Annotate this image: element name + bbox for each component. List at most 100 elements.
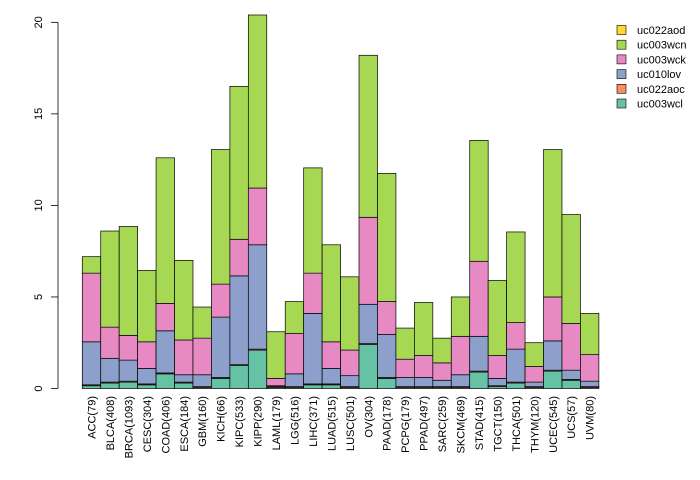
- bar-segment-uc003wcl-1: [100, 382, 120, 389]
- x-tick-label: THYM(120): [529, 396, 541, 453]
- bar-segment-uc003wck-2: [118, 335, 138, 361]
- bar-segment-uc003wck-26: [561, 323, 581, 371]
- bar-segment-uc003wcl-7: [211, 378, 231, 389]
- bar-segment-uc003wck-3: [137, 341, 157, 369]
- bar-segment-uc010lov-23: [506, 348, 526, 383]
- bar-segment-uc003wck-7: [211, 283, 231, 318]
- bar-segment-uc003wcl-15: [358, 344, 378, 389]
- x-tick-label: OV(304): [363, 396, 375, 438]
- y-tick-label: 10: [33, 199, 45, 211]
- bar-segment-uc003wcn-10: [266, 331, 286, 379]
- x-tick-label: PCPG(179): [400, 396, 412, 453]
- bar-segment-uc003wcl-12: [303, 384, 323, 389]
- bar-segment-uc003wcn-23: [506, 231, 526, 323]
- bar-segment-uc010lov-4: [155, 330, 175, 374]
- legend-swatch-uc003wck: [616, 54, 627, 65]
- bar-segment-uc003wck-9: [247, 187, 268, 246]
- bar-segment-uc003wcn-24: [524, 342, 544, 367]
- bar-segment-uc003wcn-8: [229, 86, 249, 240]
- bar-segment-uc010lov-11: [284, 373, 305, 388]
- bar-segment-uc003wcn-4: [155, 157, 175, 304]
- bar-segment-uc010lov-13: [321, 368, 341, 385]
- x-tick-label: GBM(160): [197, 396, 209, 447]
- bar-segment-uc003wcl-8: [229, 365, 249, 389]
- x-tick-label: LAML(179): [271, 396, 283, 450]
- bar-segment-uc010lov-16: [377, 334, 397, 378]
- bar-segment-uc003wck-11: [284, 333, 305, 375]
- bar-segment-uc003wcn-19: [432, 337, 452, 364]
- bar-segment-uc003wcn-7: [211, 149, 231, 285]
- bar-segment-uc003wcl-16: [377, 378, 397, 389]
- bar-segment-uc010lov-17: [395, 377, 415, 388]
- y-tick-label: 0: [33, 385, 45, 391]
- bar-segment-uc003wck-25: [543, 296, 563, 342]
- legend-label-uc003wcl: uc003wcl: [637, 99, 683, 111]
- x-tick-label: THCA(501): [511, 396, 523, 452]
- bar-segment-uc010lov-24: [524, 381, 544, 388]
- bar-segment-uc003wck-27: [580, 354, 600, 382]
- bar-segment-uc003wcl-9: [247, 349, 268, 389]
- bar-segment-uc003wck-19: [432, 362, 452, 381]
- x-tick-label: BLCA(408): [105, 396, 117, 450]
- x-tick-label: SARC(259): [437, 396, 449, 452]
- bar-segment-uc003wck-4: [155, 303, 175, 332]
- bar-segment-uc003wcl-3: [137, 384, 157, 389]
- y-tick-label: 5: [33, 294, 45, 300]
- bar-segment-uc003wcl-13: [321, 384, 341, 389]
- legend: uc022aod uc003wcn uc003wck uc010lov uc022aoc…: [616, 25, 687, 111]
- legend-swatch-uc010lov: [616, 69, 627, 79]
- x-tick-label: LUAD(515): [326, 396, 338, 451]
- x-tick-label: ACC(79): [87, 396, 99, 439]
- bar-segment-uc003wck-5: [174, 339, 194, 376]
- bar-segment-uc003wcl-23: [506, 382, 526, 389]
- legend-swatch-uc022aoc: [616, 84, 627, 94]
- bar-segment-uc003wcn-27: [580, 313, 600, 355]
- bar-segment-uc003wck-24: [524, 366, 544, 383]
- bar-segment-uc010lov-2: [118, 359, 138, 382]
- x-tick-label: STAD(415): [474, 396, 486, 450]
- bar-segment-uc010lov-22: [487, 378, 507, 387]
- bar-segment-uc003wck-20: [450, 335, 471, 376]
- bar-segment-uc003wck-13: [321, 341, 341, 369]
- bar-segment-uc003wcl-2: [118, 381, 138, 389]
- bar-segment-uc010lov-25: [543, 340, 563, 371]
- x-tick-label: COAD(406): [160, 396, 172, 453]
- bar-segment-uc010lov-27: [580, 380, 600, 388]
- bar-segment-uc003wck-12: [303, 272, 323, 314]
- x-tick-label: LIHC(371): [308, 396, 320, 447]
- x-tick-label: LGG(516): [289, 396, 301, 445]
- x-tick-label: PPAD(497): [419, 396, 431, 451]
- x-tick-label: LUSC(501): [345, 396, 357, 451]
- bar-segment-uc003wcl-26: [561, 379, 581, 389]
- bar-segment-uc010lov-6: [192, 374, 212, 388]
- bar-segment-uc003wcn-26: [561, 214, 581, 324]
- bar-segment-uc003wcn-17: [395, 327, 415, 360]
- bar-segment-uc003wcn-11: [284, 301, 305, 334]
- x-tick-label: PAAD(178): [382, 396, 394, 451]
- bar-segment-uc003wcn-9: [247, 14, 268, 189]
- bar-segment-uc010lov-15: [358, 303, 378, 344]
- bar-segment-uc010lov-5: [174, 374, 194, 383]
- x-tick-label: UVM(80): [585, 396, 597, 440]
- bar-segment-uc003wcn-5: [174, 259, 194, 341]
- bar-segment-uc003wck-14: [340, 349, 360, 377]
- y-axis: 0 5 10 15 20: [33, 16, 59, 392]
- bar-segment-uc010lov-7: [211, 316, 231, 378]
- legend-swatch-uc022aod: [616, 25, 627, 35]
- bar-segment-uc010lov-21: [469, 335, 489, 372]
- bar-segment-uc003wcn-14: [340, 276, 360, 351]
- bar-segment-uc003wcl-21: [469, 371, 489, 389]
- bar-segment-uc003wcn-18: [414, 302, 434, 356]
- legend-label-uc003wcn: uc003wcn: [637, 40, 687, 52]
- bar-segment-uc003wcn-20: [450, 296, 471, 337]
- x-tick-label: BRCA(1093): [123, 396, 135, 458]
- bar-segment-uc003wck-18: [414, 355, 434, 378]
- bar-segment-uc003wck-17: [395, 358, 415, 378]
- bar-segment-uc003wck-8: [229, 238, 249, 277]
- bar-segment-uc003wcl-0: [81, 385, 102, 389]
- bar-segment-uc003wcn-12: [303, 167, 323, 274]
- bar-segment-uc010lov-19: [432, 379, 452, 388]
- y-tick-label: 15: [33, 108, 45, 120]
- legend-label-uc010lov: uc010lov: [637, 69, 682, 81]
